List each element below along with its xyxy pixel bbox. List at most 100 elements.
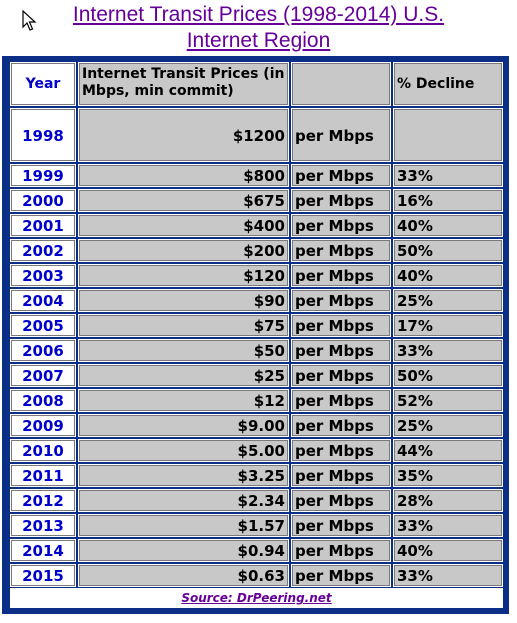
unit-cell: per Mbps (291, 189, 391, 212)
year-cell: 1999 (10, 164, 76, 187)
price-cell: $1200 (78, 108, 289, 162)
price-cell: $1.57 (78, 514, 289, 537)
header-unit (291, 62, 391, 106)
unit-cell: per Mbps (291, 564, 391, 587)
decline-cell: 17% (393, 314, 503, 337)
unit-cell: per Mbps (291, 464, 391, 487)
price-cell: $75 (78, 314, 289, 337)
price-cell: $90 (78, 289, 289, 312)
price-cell: $3.25 (78, 464, 289, 487)
table-row: 2010 $5.00 per Mbps 44% (10, 439, 503, 462)
year-cell: 2003 (10, 264, 76, 287)
unit-cell: per Mbps (291, 239, 391, 262)
source-credit[interactable]: Source: DrPeering.net (10, 588, 503, 608)
unit-cell: per Mbps (291, 489, 391, 512)
header-price: Internet Transit Prices (in Mbps, min co… (78, 62, 289, 106)
unit-cell: per Mbps (291, 264, 391, 287)
price-cell: $50 (78, 339, 289, 362)
table-row: 2004 $90 per Mbps 25% (10, 289, 503, 312)
unit-cell: per Mbps (291, 514, 391, 537)
year-cell: 2007 (10, 364, 76, 387)
header-decline: % Decline (393, 62, 503, 106)
price-cell: $5.00 (78, 439, 289, 462)
table-row: 1999 $800 per Mbps 33% (10, 164, 503, 187)
year-cell: 2008 (10, 389, 76, 412)
year-cell: 2000 (10, 189, 76, 212)
decline-cell: 16% (393, 189, 503, 212)
table-row: 2006 $50 per Mbps 33% (10, 339, 503, 362)
table-row: 2013 $1.57 per Mbps 33% (10, 514, 503, 537)
unit-cell: per Mbps (291, 214, 391, 237)
price-cell: $25 (78, 364, 289, 387)
price-cell: $0.63 (78, 564, 289, 587)
year-cell: 2013 (10, 514, 76, 537)
decline-cell (393, 108, 503, 162)
unit-cell: per Mbps (291, 539, 391, 562)
decline-cell: 25% (393, 289, 503, 312)
year-cell: 2004 (10, 289, 76, 312)
table-row: 2001 $400 per Mbps 40% (10, 214, 503, 237)
decline-cell: 28% (393, 489, 503, 512)
unit-cell: per Mbps (291, 339, 391, 362)
table-row: 2012 $2.34 per Mbps 28% (10, 489, 503, 512)
price-cell: $200 (78, 239, 289, 262)
year-cell: 2014 (10, 539, 76, 562)
decline-cell: 44% (393, 439, 503, 462)
table-header-row: Year Internet Transit Prices (in Mbps, m… (10, 62, 503, 106)
price-cell: $2.34 (78, 489, 289, 512)
decline-cell: 25% (393, 414, 503, 437)
decline-cell: 40% (393, 539, 503, 562)
page-title-link[interactable]: Internet Transit Prices (1998-2014) U.S.… (72, 3, 445, 52)
year-cell: 2015 (10, 564, 76, 587)
unit-cell: per Mbps (291, 439, 391, 462)
table-row: 2015 $0.63 per Mbps 33% (10, 564, 503, 587)
unit-cell: per Mbps (291, 314, 391, 337)
header-year: Year (10, 62, 76, 106)
decline-cell: 40% (393, 264, 503, 287)
table-row: 2014 $0.94 per Mbps 40% (10, 539, 503, 562)
year-cell: 2005 (10, 314, 76, 337)
price-cell: $800 (78, 164, 289, 187)
table-row: 2007 $25 per Mbps 50% (10, 364, 503, 387)
mouse-pointer-icon (22, 10, 37, 31)
year-cell: 2006 (10, 339, 76, 362)
price-cell: $675 (78, 189, 289, 212)
year-cell: 2010 (10, 439, 76, 462)
price-cell: $120 (78, 264, 289, 287)
unit-cell: per Mbps (291, 164, 391, 187)
table-row: 2009 $9.00 per Mbps 25% (10, 414, 503, 437)
source-link[interactable]: Source: DrPeering.net (181, 591, 332, 605)
price-cell: $0.94 (78, 539, 289, 562)
unit-cell: per Mbps (291, 108, 391, 162)
table-row: 2005 $75 per Mbps 17% (10, 314, 503, 337)
price-cell: $9.00 (78, 414, 289, 437)
decline-cell: 40% (393, 214, 503, 237)
table-row: 2002 $200 per Mbps 50% (10, 239, 503, 262)
decline-cell: 33% (393, 164, 503, 187)
price-table: Year Internet Transit Prices (in Mbps, m… (2, 56, 509, 614)
year-cell: 2011 (10, 464, 76, 487)
unit-cell: per Mbps (291, 389, 391, 412)
decline-cell: 50% (393, 239, 503, 262)
table-row: 1998 $1200 per Mbps (10, 108, 503, 162)
table-row: 2008 $12 per Mbps 52% (10, 389, 503, 412)
year-cell: 2001 (10, 214, 76, 237)
decline-cell: 35% (393, 464, 503, 487)
decline-cell: 50% (393, 364, 503, 387)
decline-cell: 52% (393, 389, 503, 412)
year-cell: 2012 (10, 489, 76, 512)
table-row: 2011 $3.25 per Mbps 35% (10, 464, 503, 487)
decline-cell: 33% (393, 514, 503, 537)
decline-cell: 33% (393, 564, 503, 587)
decline-cell: 33% (393, 339, 503, 362)
unit-cell: per Mbps (291, 364, 391, 387)
unit-cell: per Mbps (291, 414, 391, 437)
table-row: 2003 $120 per Mbps 40% (10, 264, 503, 287)
table-row: 2000 $675 per Mbps 16% (10, 189, 503, 212)
year-cell: 2009 (10, 414, 76, 437)
year-cell: 1998 (10, 108, 76, 162)
page-title[interactable]: Internet Transit Prices (1998-2014) U.S.… (0, 2, 517, 54)
year-cell: 2002 (10, 239, 76, 262)
unit-cell: per Mbps (291, 289, 391, 312)
price-cell: $400 (78, 214, 289, 237)
